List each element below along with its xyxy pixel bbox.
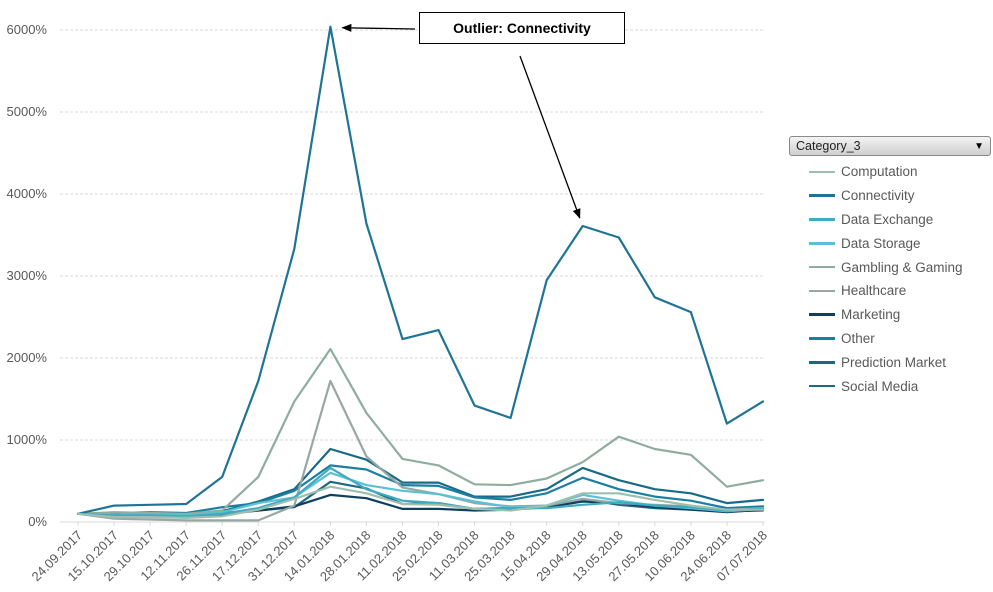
legend-item[interactable]: Connectivity [789, 184, 991, 208]
series-line-computation [76, 485, 765, 520]
legend-swatch [809, 265, 835, 269]
legend-label: Data Storage [841, 235, 921, 251]
annotation-arrow-peak [341, 23, 416, 32]
legend-item[interactable]: Marketing [789, 303, 991, 327]
legend-swatch [809, 218, 835, 221]
legend-label: Social Media [841, 378, 919, 394]
y-tick-label: 3000% [7, 268, 48, 283]
legend-swatch [809, 170, 835, 174]
legend-item[interactable]: Other [789, 327, 991, 351]
filter-label: Category_3 [796, 139, 861, 153]
legend-label: Computation [841, 164, 918, 180]
y-tick-label: 5000% [7, 104, 48, 119]
legend-item[interactable]: Healthcare [789, 279, 991, 303]
series-line-data-exchange [76, 466, 765, 518]
outlier-annotation: Outlier: Connectivity [419, 12, 625, 44]
legend-label: Marketing [841, 307, 901, 323]
legend-swatch [809, 337, 835, 340]
category-filter-dropdown[interactable]: Category_3 ▼ [789, 136, 991, 156]
y-tick-label: 6000% [7, 22, 48, 37]
legend-item[interactable]: Computation [789, 160, 991, 184]
series-line-other [76, 464, 765, 515]
legend-swatch [809, 384, 835, 388]
series-line-gambling-gaming [76, 347, 765, 515]
legend-item[interactable]: Data Storage [789, 231, 991, 255]
legend-swatch [809, 194, 835, 197]
legend-swatch [809, 361, 835, 364]
legend-label: Data Exchange [841, 211, 934, 227]
legend-swatch [809, 313, 835, 316]
y-tick-label: 2000% [7, 350, 48, 365]
legend-label: Connectivity [841, 188, 915, 204]
legend: Category_3 ▼ Computation Connectivity Data… [789, 136, 991, 398]
y-tick-label: 0% [28, 514, 47, 529]
legend-label: Prediction Market [841, 354, 947, 370]
legend-item[interactable]: Social Media [789, 374, 991, 398]
legend-item[interactable]: Data Exchange [789, 208, 991, 232]
legend-item[interactable]: Prediction Market [789, 350, 991, 374]
legend-swatch [809, 289, 835, 293]
legend-swatch [809, 242, 835, 245]
legend-label: Healthcare [841, 283, 907, 299]
y-tick-label: 1000% [7, 432, 48, 447]
dropdown-arrow-icon[interactable]: ▼ [974, 140, 984, 152]
legend-label: Gambling & Gaming [841, 259, 963, 275]
legend-label: Other [841, 330, 875, 346]
y-tick-label: 4000% [7, 186, 48, 201]
series-line-connectivity [76, 25, 765, 515]
legend-list: Computation Connectivity Data Exchange Data… [789, 160, 991, 398]
annotation-arrow-second-peak [519, 55, 581, 219]
legend-item[interactable]: Gambling & Gaming [789, 255, 991, 279]
